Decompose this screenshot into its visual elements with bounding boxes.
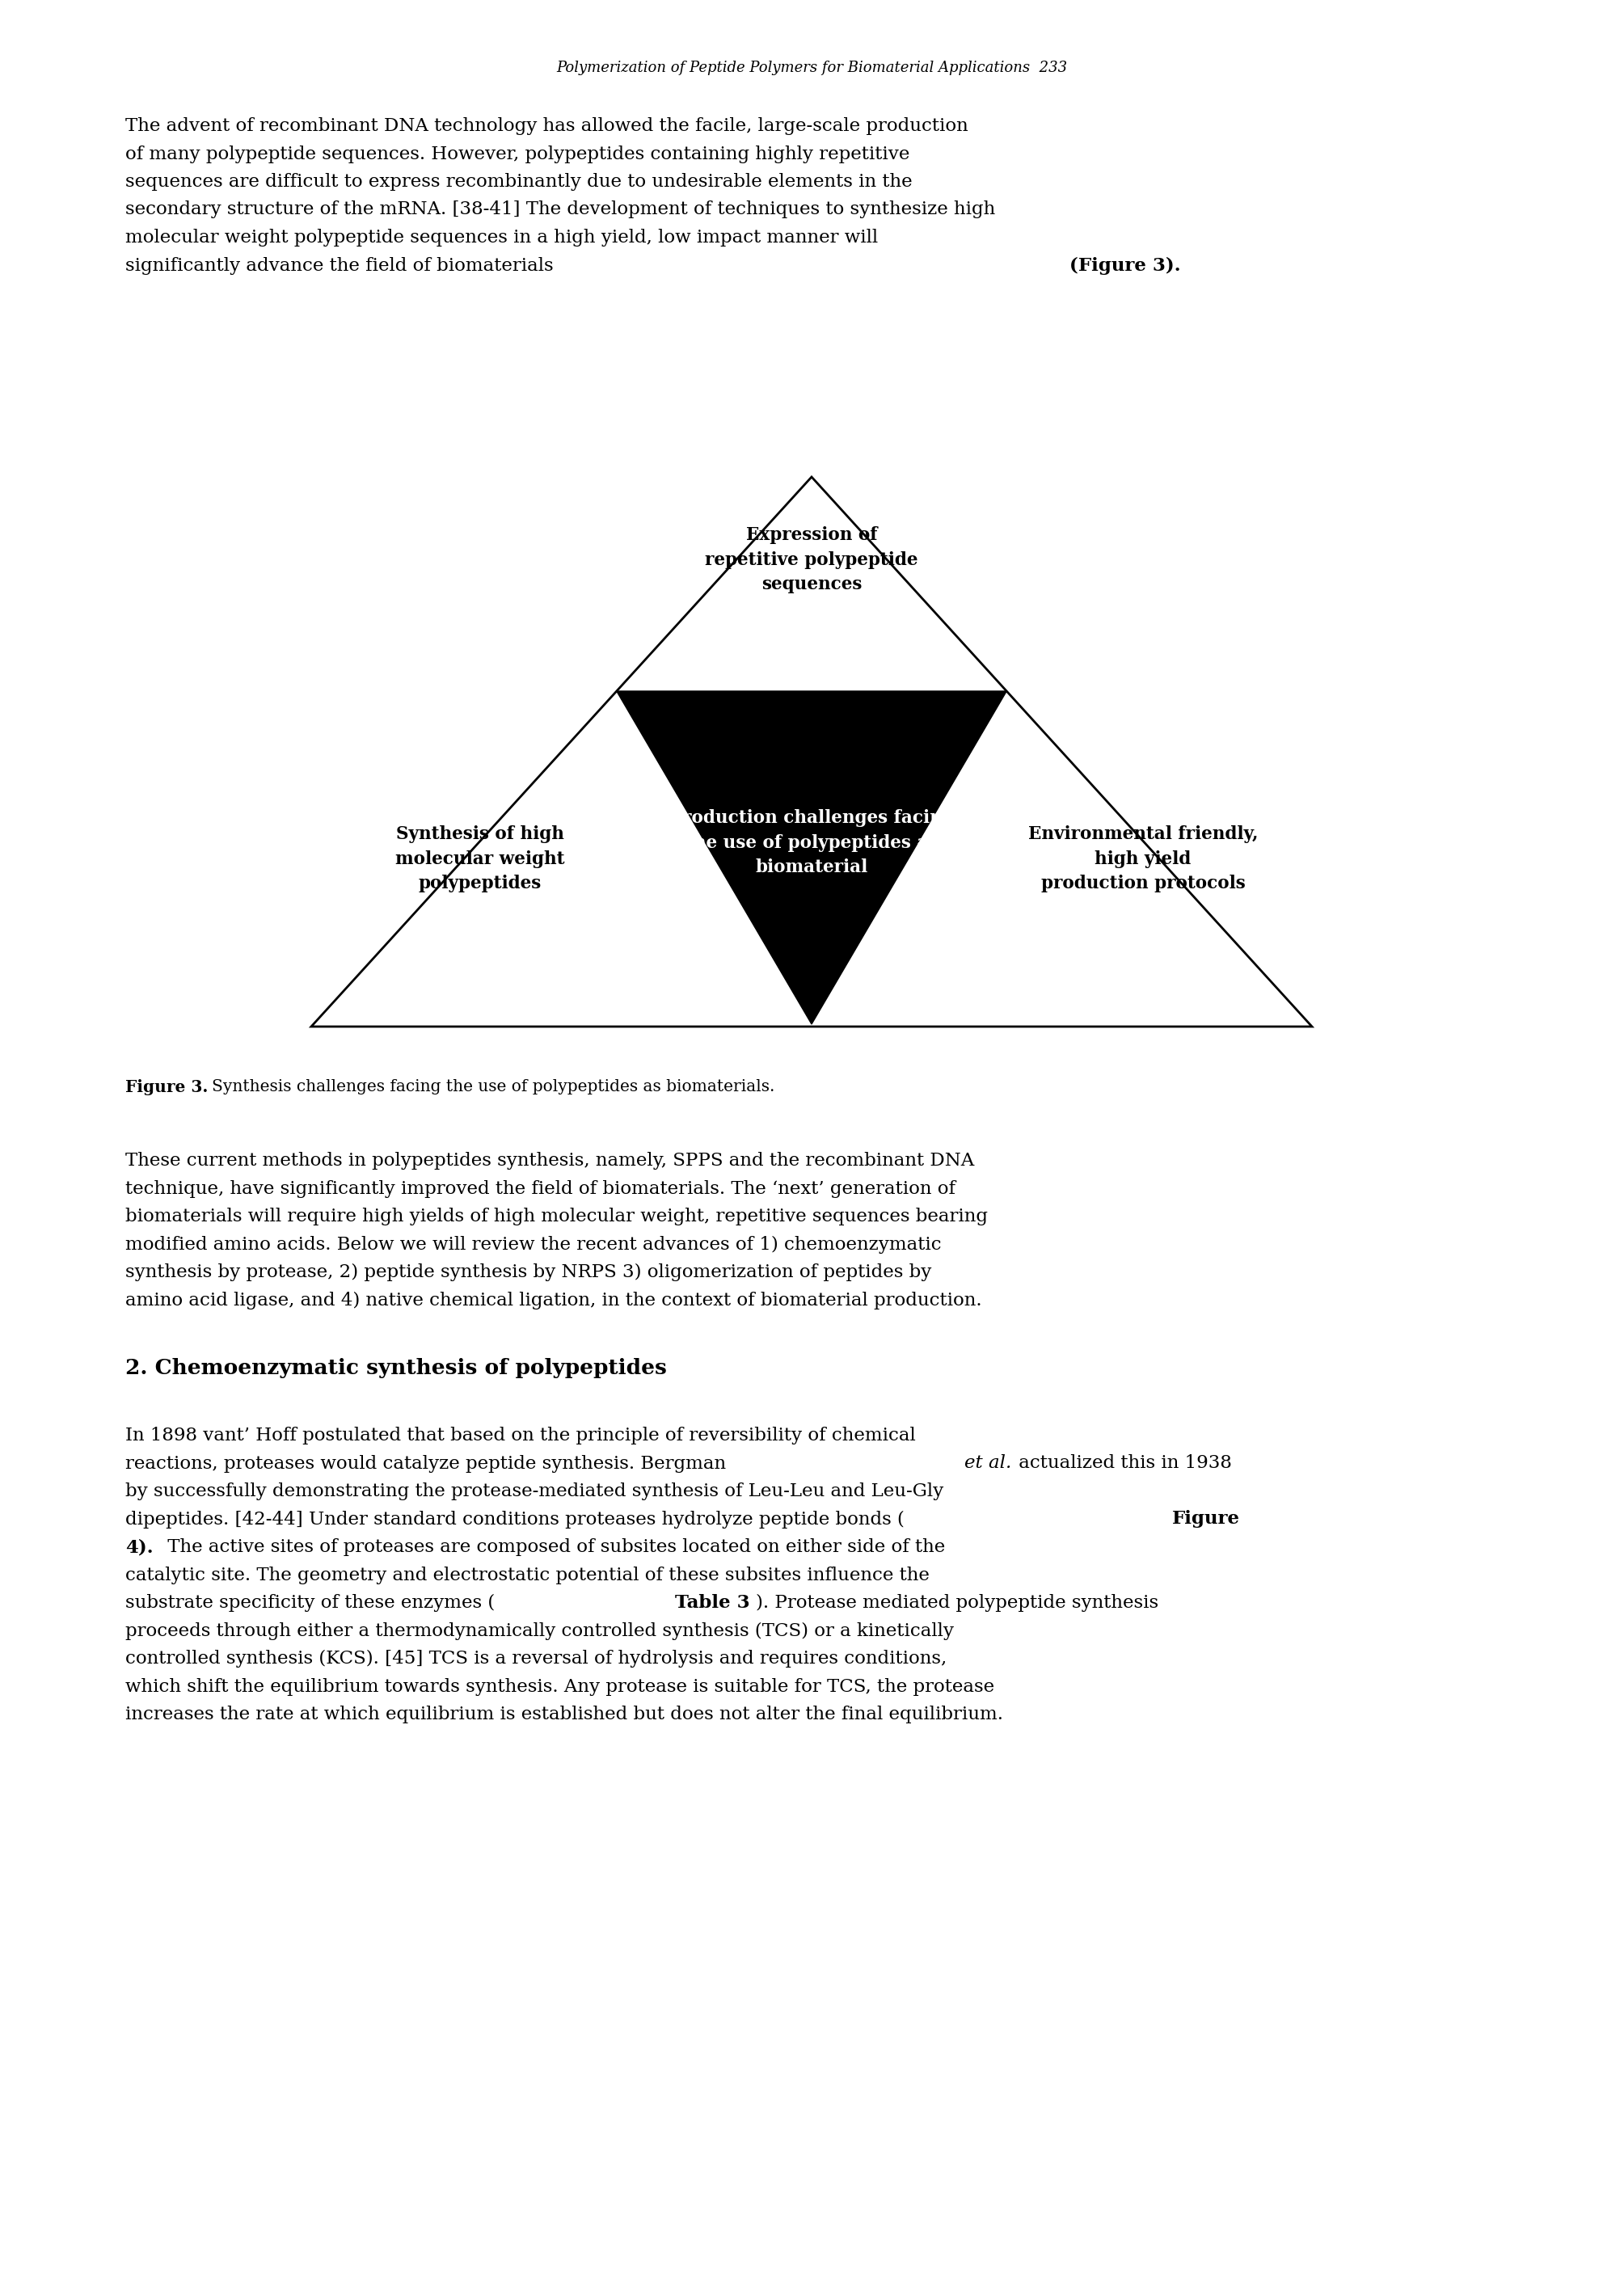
- Text: biomaterials will require high yields of high molecular weight, repetitive seque: biomaterials will require high yields of…: [125, 1207, 987, 1225]
- Text: technique, have significantly improved the field of biomaterials. The ‘next’ gen: technique, have significantly improved t…: [125, 1179, 955, 1198]
- Text: et al.: et al.: [965, 1454, 1012, 1472]
- Text: reactions, proteases would catalyze peptide synthesis. Bergman: reactions, proteases would catalyze pept…: [125, 1454, 732, 1472]
- Text: catalytic site. The geometry and electrostatic potential of these subsites influ: catalytic site. The geometry and electro…: [125, 1566, 929, 1585]
- Text: proceeds through either a thermodynamically controlled synthesis (TCS) or a kine: proceeds through either a thermodynamica…: [125, 1621, 953, 1640]
- Polygon shape: [312, 476, 1312, 1026]
- Text: of many polypeptide sequences. However, polypeptides containing highly repetitiv: of many polypeptide sequences. However, …: [125, 144, 909, 163]
- Text: Environmental friendly,
high yield
production protocols: Environmental friendly, high yield produ…: [1028, 824, 1259, 893]
- Text: Figure: Figure: [1173, 1511, 1241, 1527]
- Text: 2. Chemoenzymatic synthesis of polypeptides: 2. Chemoenzymatic synthesis of polypepti…: [125, 1358, 667, 1379]
- Text: Polymerization of Peptide Polymers for Biomaterial Applications  233: Polymerization of Peptide Polymers for B…: [555, 60, 1067, 76]
- Text: molecular weight polypeptide sequences in a high yield, low impact manner will: molecular weight polypeptide sequences i…: [125, 229, 879, 247]
- Text: The advent of recombinant DNA technology has allowed the facile, large-scale pro: The advent of recombinant DNA technology…: [125, 117, 968, 135]
- Text: sequences are difficult to express recombinantly due to undesirable elements in : sequences are difficult to express recom…: [125, 174, 913, 190]
- Text: synthesis by protease, 2) peptide synthesis by NRPS 3) oligomerization of peptid: synthesis by protease, 2) peptide synthe…: [125, 1264, 932, 1282]
- Text: Expression of
repetitive polypeptide
sequences: Expression of repetitive polypeptide seq…: [705, 527, 918, 593]
- Text: Figure 3.: Figure 3.: [125, 1079, 214, 1095]
- Text: by successfully demonstrating the protease-mediated synthesis of Leu-Leu and Leu: by successfully demonstrating the protea…: [125, 1482, 944, 1500]
- Text: These current methods in polypeptides synthesis, namely, SPPS and the recombinan: These current methods in polypeptides sy…: [125, 1152, 974, 1170]
- Text: significantly advance the field of biomaterials: significantly advance the field of bioma…: [125, 256, 559, 275]
- Text: In 1898 vant’ Hoff postulated that based on the principle of reversibility of ch: In 1898 vant’ Hoff postulated that based…: [125, 1427, 916, 1445]
- Text: Production challenges facing
the use of polypeptides as
biomaterial: Production challenges facing the use of …: [669, 808, 955, 877]
- Text: Synthesis challenges facing the use of polypeptides as biomaterials.: Synthesis challenges facing the use of p…: [211, 1079, 775, 1095]
- Text: actualized this in 1938: actualized this in 1938: [1013, 1454, 1233, 1472]
- Text: substrate specificity of these enzymes (: substrate specificity of these enzymes (: [125, 1594, 495, 1612]
- Text: controlled synthesis (KCS). [45] TCS is a reversal of hydrolysis and requires co: controlled synthesis (KCS). [45] TCS is …: [125, 1649, 947, 1667]
- Text: modified amino acids. Below we will review the recent advances of 1) chemoenzyma: modified amino acids. Below we will revi…: [125, 1237, 942, 1253]
- Text: The active sites of proteases are composed of subsites located on either side of: The active sites of proteases are compos…: [162, 1539, 945, 1555]
- Text: amino acid ligase, and 4) native chemical ligation, in the context of biomateria: amino acid ligase, and 4) native chemica…: [125, 1292, 983, 1310]
- Text: 4).: 4).: [125, 1539, 153, 1555]
- Text: dipeptides. [42-44] Under standard conditions proteases hydrolyze peptide bonds : dipeptides. [42-44] Under standard condi…: [125, 1511, 905, 1527]
- Text: which shift the equilibrium towards synthesis. Any protease is suitable for TCS,: which shift the equilibrium towards synt…: [125, 1679, 994, 1695]
- Polygon shape: [617, 692, 1007, 1024]
- Text: Table 3: Table 3: [676, 1594, 750, 1612]
- Text: Synthesis of high
molecular weight
polypeptides: Synthesis of high molecular weight polyp…: [395, 824, 565, 893]
- Text: ). Protease mediated polypeptide synthesis: ). Protease mediated polypeptide synthes…: [755, 1594, 1158, 1612]
- Text: (Figure 3).: (Figure 3).: [1070, 256, 1181, 275]
- Text: secondary structure of the mRNA. [38-41] The development of techniques to synthe: secondary structure of the mRNA. [38-41]…: [125, 202, 996, 218]
- Text: increases the rate at which equilibrium is established but does not alter the fi: increases the rate at which equilibrium …: [125, 1706, 1004, 1724]
